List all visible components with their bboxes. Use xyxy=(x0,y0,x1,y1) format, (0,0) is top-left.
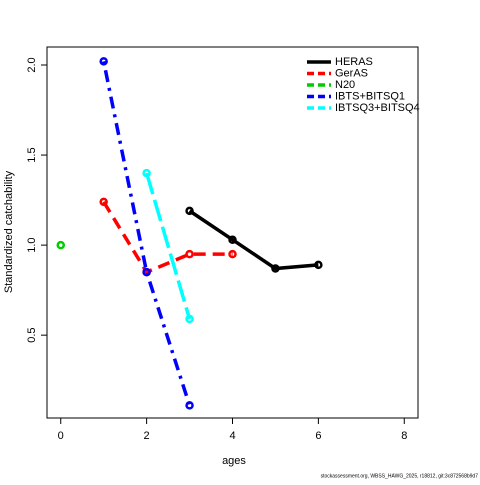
data-point xyxy=(271,264,280,273)
footer: stockassessment.org, WBSS_HAWG_2025, r18… xyxy=(321,473,479,479)
x-tick-label: 8 xyxy=(401,430,407,442)
data-point xyxy=(185,249,194,259)
legend-label: GerAS xyxy=(335,67,368,79)
series-line xyxy=(144,172,192,320)
legend-label: IBTS+BITSQ1 xyxy=(335,90,405,102)
x-tick-label: 4 xyxy=(229,430,235,442)
data-point xyxy=(314,260,323,270)
data-point xyxy=(185,401,194,410)
series-line xyxy=(101,61,192,406)
series-line xyxy=(188,209,319,271)
y-tick-label: 0.5 xyxy=(26,328,38,343)
y-tick-label: 1.0 xyxy=(26,237,38,252)
y-tick-label: 1.5 xyxy=(26,147,38,162)
data-point xyxy=(56,240,65,250)
data-point xyxy=(185,206,194,216)
data-point xyxy=(228,235,237,244)
data-point xyxy=(142,168,151,178)
x-axis-label: ages xyxy=(222,455,246,467)
x-tick-label: 0 xyxy=(58,430,64,442)
x-tick-label: 2 xyxy=(144,430,150,442)
legend-label: HERAS xyxy=(335,56,373,68)
y-axis-label: Standardized catchability xyxy=(3,170,15,293)
legend-label: IBTSQ3+BITSQ4 xyxy=(335,102,420,114)
series-line xyxy=(102,200,233,275)
legend-label: N20 xyxy=(335,79,355,91)
data-point xyxy=(99,57,108,66)
y-tick-label: 2.0 xyxy=(26,57,38,72)
data-point xyxy=(99,197,108,207)
data-point xyxy=(228,249,237,259)
data-point xyxy=(185,314,194,324)
x-tick-label: 6 xyxy=(315,430,321,442)
data-point xyxy=(142,267,151,277)
